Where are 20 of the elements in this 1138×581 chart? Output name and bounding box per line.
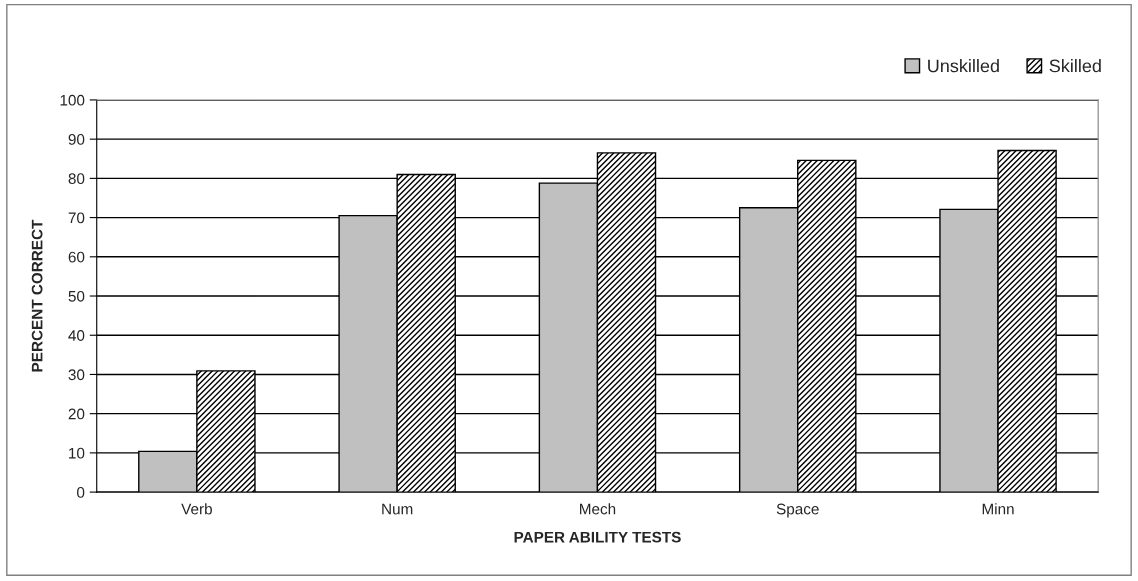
y-tick-label: 80: [68, 173, 85, 185]
y-tick-label: 20: [68, 408, 85, 420]
y-tick-label: 30: [68, 369, 85, 381]
x-axis-title: PAPER ABILITY TESTS: [514, 531, 681, 543]
x-tick-label: Mech: [580, 503, 616, 515]
y-tick-label: 60: [68, 251, 85, 263]
x-tick-label: Minn: [982, 503, 1014, 515]
y-tick-label: 90: [68, 134, 85, 145]
x-tick-label: Num: [382, 503, 413, 515]
y-tick-label: 70: [68, 212, 85, 224]
x-tick-label: Space: [776, 503, 819, 518]
y-tick-label: 0: [77, 486, 85, 498]
legend-label: Skilled: [1049, 59, 1101, 73]
y-tick-label: 10: [69, 447, 85, 459]
x-tick-label: Verb: [181, 503, 212, 515]
y-axis-title: PERCENT CORRECT: [31, 219, 43, 372]
legend-label: Unskilled: [928, 59, 999, 73]
y-tick-label: 100: [60, 94, 85, 106]
y-tick-label: 40: [68, 330, 85, 341]
y-tick-label: 50: [68, 290, 85, 302]
